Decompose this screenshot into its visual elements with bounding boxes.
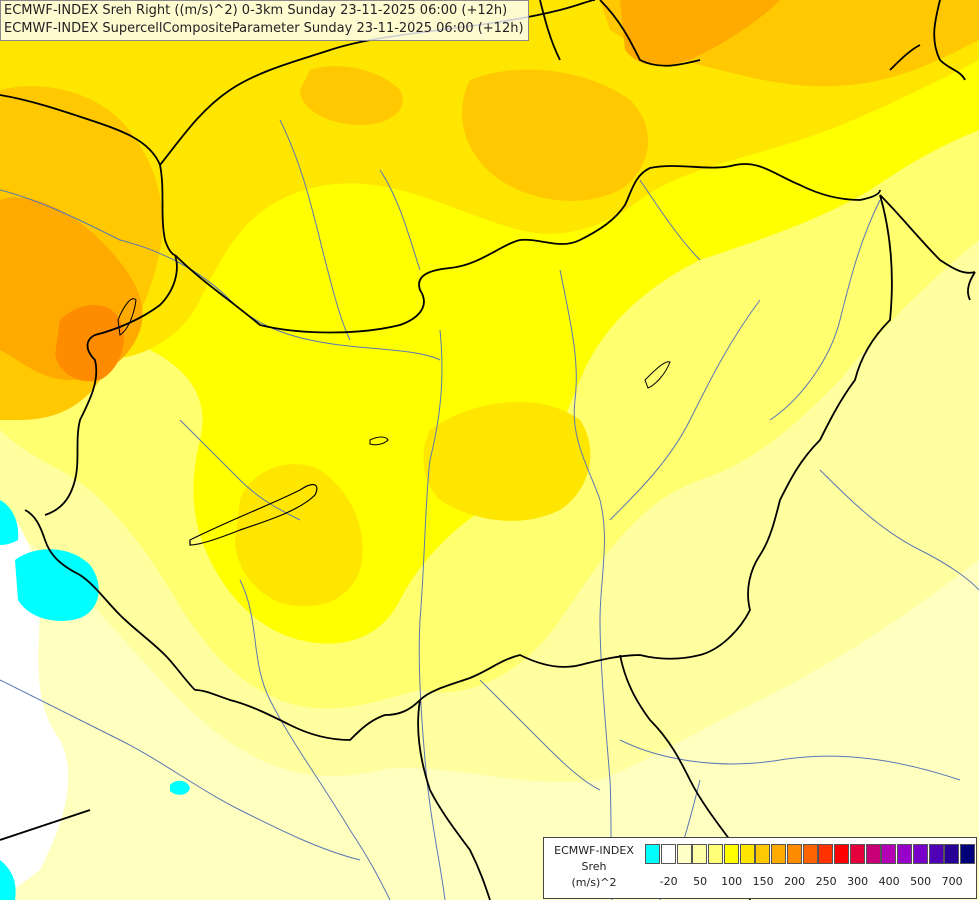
legend-tick-label: 50 [693,875,708,888]
river-network [0,119,979,900]
field-amber-north [461,69,649,201]
legend-swatch [849,844,865,864]
legend-swatch [660,844,676,864]
legend-tick-label: 100 [721,875,743,888]
legend-swatch [771,844,786,864]
field-orange-ne [620,0,780,66]
field-gold [0,0,979,360]
legend-tick-label: 300 [847,875,869,888]
color-legend: ECMWF-INDEX Sreh (m/s)^2 -20 50 100 150 200 2… [543,837,977,899]
field-amber-west2 [300,66,403,125]
legend-tick-label: 500 [910,875,932,888]
legend-tick-label: 200 [784,875,806,888]
field-deep-orange-west [55,305,124,382]
field-white-sw [0,500,69,900]
legend-unit: (m/s)^2 [571,876,617,889]
legend-swatch [676,844,692,864]
legend-swatch [755,844,771,864]
legend-tick-label: 250 [815,875,837,888]
legend-swatch [723,844,739,864]
legend-model: ECMWF-INDEX [554,844,634,857]
title-line-sreh: ECMWF-INDEX Sreh Right ((m/s)^2) 0-3km S… [4,3,508,18]
legend-swatch [802,844,818,864]
legend-swatch [865,844,881,864]
lake-small [369,436,389,446]
field-cyan-sw2 [0,500,19,545]
legend-swatch [645,844,660,864]
legend-tick-label: -20 [659,875,678,888]
legend-swatch [692,844,708,864]
legend-swatch [897,844,912,864]
legend-swatch [881,844,897,864]
legend-swatch [928,844,944,864]
field-gold-center [235,464,363,607]
lake-neusiedl [117,298,137,336]
lake-tisza [644,361,671,389]
legend-swatch [739,844,755,864]
legend-swatch [960,844,975,864]
legend-tick-label: 150 [752,875,774,888]
legend-tick-label: 700 [941,875,963,888]
legend-variable: Sreh [581,860,607,873]
legend-swatch [834,844,849,864]
field-cyan-sw [15,549,99,621]
legend-swatch [786,844,802,864]
legend-swatch [944,844,960,864]
legend-swatch [818,844,834,864]
field-gold-mid [423,401,591,521]
field-cyan-dot [170,780,190,795]
lake-balaton [189,483,318,546]
legend-swatch [912,844,928,864]
legend-tick-label: 400 [878,875,900,888]
legend-swatch [708,844,723,864]
map-title-box: ECMWF-INDEX Sreh Right ((m/s)^2) 0-3km S… [0,0,529,41]
field-cyan-se [0,860,16,900]
title-line-scp: ECMWF-INDEX SupercellCompositeParameter … [4,21,524,36]
